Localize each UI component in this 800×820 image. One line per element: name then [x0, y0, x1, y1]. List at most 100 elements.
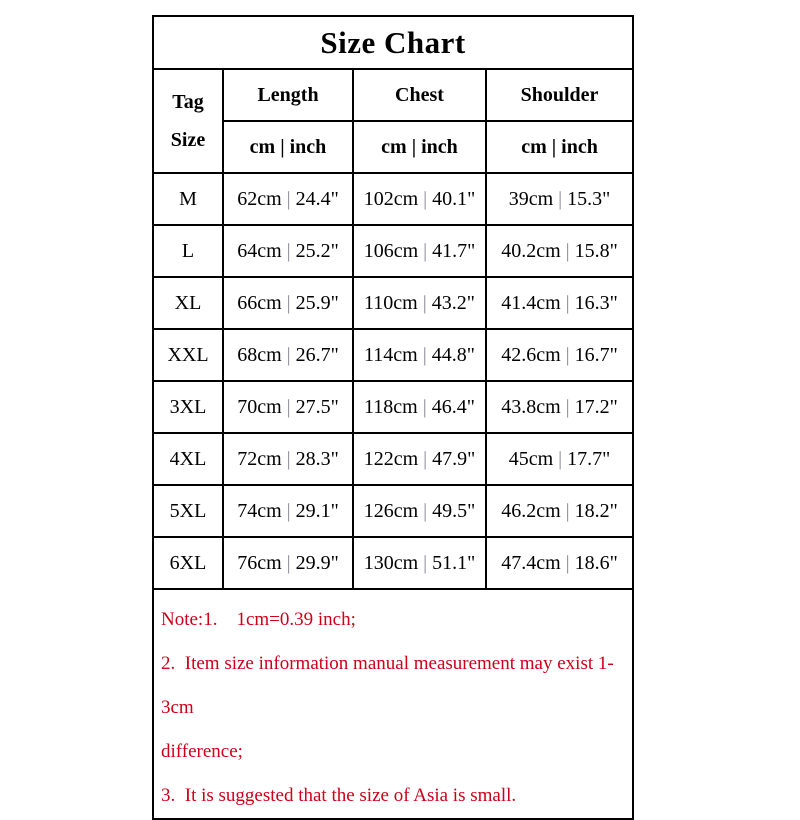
note-line-1: Note:1. 1cm=0.39 inch;	[161, 609, 356, 630]
cm-value: 74cm	[237, 499, 282, 522]
pipe-separator: |	[281, 499, 296, 522]
table-row: 6XL 76cm | 29.9" 130cm | 51.1" 47.4cm | 18.…	[152, 536, 635, 590]
pipe-separator: |	[560, 343, 575, 366]
pipe-separator: |	[281, 239, 296, 262]
pipe-separator: |	[281, 187, 296, 210]
length-measurement-cell: 70cm | 27.5"	[222, 380, 354, 434]
cm-value: 62cm	[237, 187, 282, 210]
tag-size-value: 3XL	[152, 380, 224, 434]
pipe-separator: |	[418, 551, 433, 574]
pipe-separator: |	[417, 291, 432, 314]
inch-value: 15.3"	[567, 187, 611, 210]
pipe-separator: |	[560, 395, 575, 418]
inch-value: 16.7"	[574, 343, 618, 366]
inch-value: 17.2"	[574, 395, 618, 418]
size-chart-page: Size Chart Tag Size Length Chest Shoulde…	[151, 15, 635, 820]
tag-header-line: Tag	[172, 91, 204, 113]
cm-value: 72cm	[237, 447, 282, 470]
pipe-separator: |	[417, 395, 432, 418]
pipe-separator: |	[560, 499, 575, 522]
inch-value: 18.2"	[574, 499, 618, 522]
cm-value: 126cm	[363, 499, 419, 522]
cm-value: 106cm	[363, 239, 419, 262]
pipe-separator: |	[560, 291, 575, 314]
tag-size-value: L	[152, 224, 224, 278]
cm-value: 110cm	[364, 291, 418, 314]
unit-cm-label: cm	[249, 135, 276, 158]
note-line-2: 2. Item size information manual measurem…	[161, 653, 614, 718]
pipe-separator: |	[418, 499, 433, 522]
length-measurement-cell: 66cm | 25.9"	[222, 276, 354, 330]
inch-value: 16.3"	[574, 291, 618, 314]
shoulder-measurement-cell: 42.6cm | 16.7"	[484, 328, 635, 382]
pipe-separator: |	[281, 343, 296, 366]
table-row: XL 66cm | 25.9" 110cm | 43.2" 41.4cm | 16.3…	[152, 276, 635, 330]
unit-pipe: |	[551, 135, 557, 158]
tag-size-value: 5XL	[152, 484, 224, 538]
note-line-3: 3. It is suggested that the size of Asia…	[161, 785, 517, 806]
cm-value: 122cm	[363, 447, 419, 470]
pipe-separator: |	[418, 447, 433, 470]
length-measurement-cell: 62cm | 24.4"	[222, 172, 354, 226]
cm-value: 76cm	[237, 551, 282, 574]
inch-value: 27.5"	[295, 395, 339, 418]
page-title: Size Chart	[151, 15, 635, 70]
inch-value: 46.4"	[431, 395, 475, 418]
cm-value: 45cm	[508, 447, 554, 470]
table-row: 5XL 74cm | 29.1" 126cm | 49.5" 46.2cm | 18.…	[152, 484, 635, 538]
table-row: L 64cm | 25.2" 106cm | 41.7" 40.2cm | 15.8"	[152, 224, 635, 278]
cm-value: 64cm	[237, 239, 282, 262]
pipe-separator: |	[418, 239, 433, 262]
tag-size-header: Tag Size	[152, 68, 224, 174]
note-line-2-cont: difference;	[161, 741, 243, 762]
chest-measurement-cell: 122cm | 47.9"	[352, 432, 487, 486]
shoulder-measurement-cell: 45cm | 17.7"	[484, 432, 635, 486]
length-measurement-cell: 76cm | 29.9"	[222, 536, 354, 590]
title-row: Size Chart	[151, 15, 635, 70]
chest-measurement-cell: 130cm | 51.1"	[352, 536, 487, 590]
column-header-length: Length	[222, 68, 354, 122]
column-header-chest: Chest	[352, 68, 487, 122]
unit-header-length: cm | inch	[222, 120, 354, 174]
cm-value: 130cm	[363, 551, 419, 574]
cm-value: 102cm	[363, 187, 419, 210]
shoulder-measurement-cell: 47.4cm | 18.6"	[484, 536, 635, 590]
inch-value: 28.3"	[295, 447, 339, 470]
length-measurement-cell: 74cm | 29.1"	[222, 484, 354, 538]
cm-value: 70cm	[237, 395, 282, 418]
unit-cm-label: cm	[381, 135, 407, 158]
cm-value: 68cm	[237, 343, 282, 366]
pipe-separator: |	[418, 187, 433, 210]
pipe-separator: |	[560, 239, 575, 262]
inch-value: 26.7"	[295, 343, 339, 366]
inch-value: 29.1"	[295, 499, 339, 522]
column-header-shoulder: Shoulder	[484, 68, 635, 122]
inch-value: 44.8"	[431, 343, 475, 366]
inch-value: 29.9"	[295, 551, 339, 574]
notes-cell: Note:1. 1cm=0.39 inch; 2. Item size info…	[151, 588, 635, 820]
pipe-separator: |	[281, 291, 296, 314]
table-row: XXL 68cm | 26.7" 114cm | 44.8" 42.6cm | 16.…	[152, 328, 635, 382]
length-measurement-cell: 72cm | 28.3"	[222, 432, 354, 486]
tag-size-value: 6XL	[152, 536, 224, 590]
chest-measurement-cell: 118cm | 46.4"	[352, 380, 487, 434]
pipe-separator: |	[281, 447, 296, 470]
inch-value: 47.9"	[432, 447, 476, 470]
unit-inch-label: inch	[421, 135, 458, 158]
inch-value: 15.8"	[574, 239, 618, 262]
inch-value: 18.6"	[574, 551, 618, 574]
inch-value: 25.2"	[295, 239, 339, 262]
cm-value: 114cm	[364, 343, 418, 366]
pipe-separator: |	[553, 447, 568, 470]
inch-value: 25.9"	[295, 291, 339, 314]
tag-size-value: XL	[152, 276, 224, 330]
unit-inch-label: inch	[289, 135, 327, 158]
shoulder-measurement-cell: 40.2cm | 15.8"	[484, 224, 635, 278]
pipe-separator: |	[560, 551, 575, 574]
size-chart-table: Size Chart Tag Size Length Chest Shoulde…	[151, 15, 635, 820]
cm-value: 43.8cm	[501, 395, 561, 418]
tag-size-value: 4XL	[152, 432, 224, 486]
tag-size-value: M	[152, 172, 224, 226]
cm-value: 47.4cm	[501, 551, 561, 574]
unit-pipe: |	[280, 135, 285, 158]
